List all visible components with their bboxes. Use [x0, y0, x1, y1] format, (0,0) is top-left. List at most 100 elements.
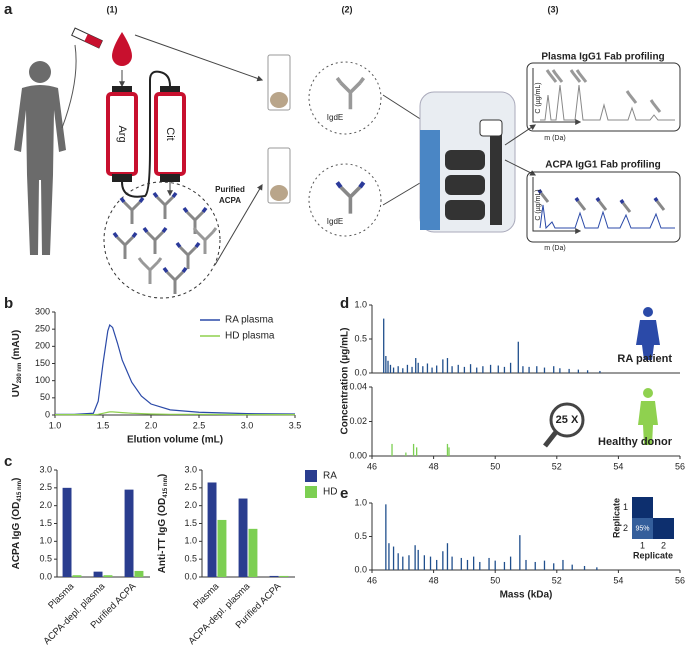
tube: [61, 44, 77, 129]
y-axis-label-sub: 280 nm: [17, 363, 23, 384]
schematic: (1) (2) (3) Arg Cit Purified ACPA: [14, 4, 681, 299]
y-tick-label: 3.0: [39, 464, 52, 474]
y-axis-label-part: ACPA IgG (OD: [11, 502, 22, 570]
legend-swatch: [305, 470, 317, 482]
x-tick-label: 50: [490, 461, 500, 471]
bar: [238, 498, 248, 577]
y-tick-label: 0.0: [184, 571, 197, 581]
x-tick-label: 46: [367, 461, 377, 471]
enzyme-label: IgdE: [327, 113, 343, 122]
heatmap-cell: [653, 497, 674, 518]
profile-ylabel: C (µg/mL): [535, 189, 542, 220]
y-axis-label-part: (mAU): [11, 330, 22, 363]
profile-axes: [532, 68, 582, 125]
y-tick-label: 150: [35, 358, 50, 368]
y-tick-label: 100: [35, 375, 50, 385]
step-label: (2): [342, 4, 353, 14]
y-tick-label: 0.00: [349, 450, 367, 460]
y-tick-label: 0.5: [184, 554, 197, 564]
purified-label: ACPA: [219, 196, 241, 205]
y-axis-label-sub: 415 nm: [17, 481, 23, 502]
cell-label: 95%: [635, 525, 649, 532]
bar: [217, 519, 227, 577]
column: [106, 70, 186, 198]
y-tick-label: 0.5: [354, 531, 367, 541]
y-tick-label: 1.0: [354, 299, 367, 309]
bar: [93, 571, 103, 577]
heatmap-cell: [632, 518, 653, 539]
heatmap-cell: [653, 518, 674, 539]
y-tick-label: 250: [35, 324, 50, 334]
y-tick-label: 1.0: [184, 536, 197, 546]
x-tick-label: Plasma: [191, 581, 222, 612]
person-icon: [636, 307, 660, 360]
profile-xlabel: m (Da): [544, 135, 565, 142]
x-tick-label: 52: [552, 461, 562, 471]
arrow: [134, 34, 264, 82]
x-axis-label: Elution volume (mL): [127, 435, 223, 446]
x-tick-label: 2: [661, 540, 666, 550]
y-tick-label: 300: [35, 306, 50, 316]
y-tick-label: 1.5: [184, 518, 197, 528]
x-tick-label: 46: [367, 575, 377, 585]
panel-label: c: [4, 453, 12, 470]
step-label: (1): [107, 4, 118, 14]
bar: [124, 489, 134, 577]
profile-axes: [532, 177, 582, 234]
bar: [279, 575, 289, 577]
arrow: [382, 179, 427, 206]
legend-label: RA plasma: [225, 315, 274, 326]
y-tick-label: 0.0: [354, 564, 367, 574]
y-tick-label: 3.0: [184, 464, 197, 474]
x-tick-label: 54: [613, 461, 623, 471]
bar: [134, 570, 144, 577]
annotation: Healthy donor: [598, 436, 673, 448]
bar: [207, 482, 217, 577]
spin-tube: [267, 54, 291, 204]
profile-trace: [539, 204, 675, 230]
column-label: Cit: [164, 127, 176, 140]
y-tick-label: 0.5: [354, 333, 367, 343]
y-tick-label: 2.5: [39, 482, 52, 492]
data-line: [55, 411, 295, 416]
x-tick-label: 54: [613, 575, 623, 585]
y-axis-label-sub: 415 nm: [163, 477, 169, 498]
y-tick-label: 0.0: [39, 571, 52, 581]
profile-xlabel: m (Da): [544, 245, 565, 252]
instrument: [419, 91, 516, 233]
y-axis-label-part: UV: [11, 383, 22, 397]
profile-trace: [540, 84, 675, 121]
y-tick-label: 1.5: [39, 518, 52, 528]
y-tick-label: 2.0: [184, 500, 197, 510]
panel-label: a: [4, 1, 13, 18]
x-tick-label: 3.0: [241, 420, 254, 430]
profile-box: [526, 171, 681, 243]
antibodies: [112, 191, 218, 296]
x-axis-label: Mass (kDa): [500, 590, 553, 601]
column-label: Arg: [116, 125, 128, 142]
person-icon: [638, 388, 658, 445]
y-tick-label: 0: [45, 409, 50, 419]
purified-label: Purified: [215, 185, 245, 194]
arrow: [382, 94, 427, 123]
panel-label: e: [340, 485, 348, 502]
y-axis-label: UV280 nm (mAU): [11, 330, 23, 397]
bar: [103, 575, 113, 577]
x-axis-label: Replicate: [633, 550, 673, 560]
syringe: [71, 27, 103, 49]
x-tick-label: 52: [552, 575, 562, 585]
zoom-circle: [308, 163, 382, 237]
y-tick-label: 0.0: [354, 367, 367, 377]
person-icon: [14, 61, 66, 255]
y-axis-label-part: ): [11, 478, 22, 481]
y-tick-label: 0.5: [39, 554, 52, 564]
legend-label: HD: [323, 487, 337, 498]
annotation: RA patient: [617, 353, 672, 365]
profile-ylabel: C (µg/mL): [535, 82, 542, 113]
x-tick-label: 50: [490, 575, 500, 585]
panel-label: b: [4, 295, 13, 312]
bar: [269, 575, 279, 577]
annotation: 25 X: [556, 414, 579, 426]
